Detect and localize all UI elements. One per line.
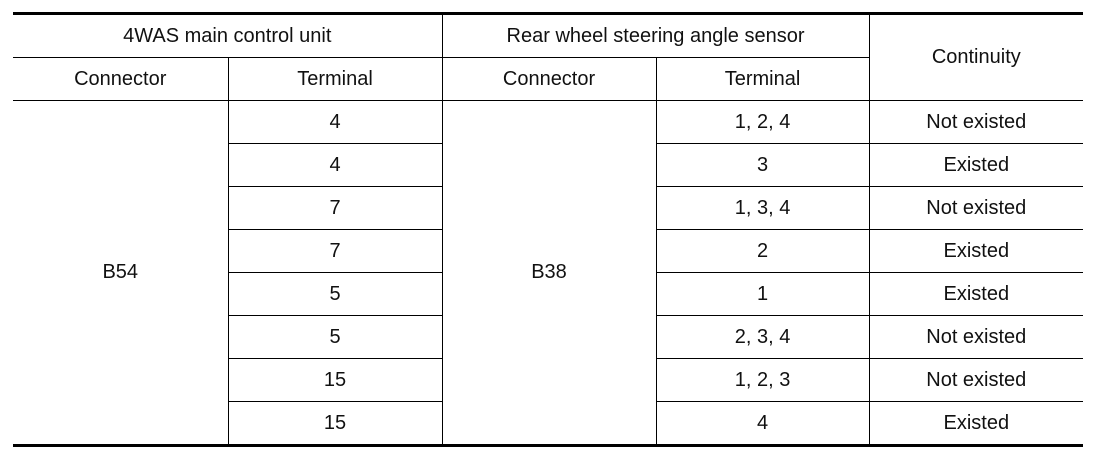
cell: 3 — [655, 143, 870, 187]
column-header: Continuity — [868, 13, 1084, 101]
cell: 2 — [655, 229, 870, 273]
group-header: 4WAS main control unit — [13, 13, 443, 58]
cell: Existed — [868, 229, 1084, 273]
cell: 2, 3, 4 — [655, 315, 870, 359]
cell: 1 — [655, 272, 870, 316]
cell: 5 — [227, 272, 443, 316]
continuity-table: 4WAS main control unit Rear wheel steeri… — [13, 12, 1084, 447]
data-row: 15 1, 2, 3 Not existed — [13, 358, 1084, 402]
cell: Not existed — [868, 358, 1084, 402]
cell: Not existed — [868, 100, 1084, 144]
cell: 1, 3, 4 — [655, 186, 870, 230]
column-header: Terminal — [227, 57, 443, 101]
data-row: 5 2, 3, 4 Not existed — [13, 315, 1084, 359]
data-row: 15 4 Existed — [13, 401, 1084, 446]
cell: 5 — [227, 315, 443, 359]
column-header: Terminal — [655, 57, 870, 101]
cell: 1, 2, 4 — [655, 100, 870, 144]
cell: 15 — [227, 401, 443, 446]
cell: 15 — [227, 358, 443, 402]
column-header: Connector — [13, 57, 229, 101]
data-row: 7 2 Existed — [13, 229, 1084, 273]
cell: B38 — [441, 100, 657, 446]
header-row: 4WAS main control unit Rear wheel steeri… — [13, 13, 1084, 101]
table-body: 4WAS main control unit Rear wheel steeri… — [13, 13, 1084, 446]
cell: B54 — [13, 100, 229, 446]
cell: 4 — [227, 143, 443, 187]
cell: 1, 2, 3 — [655, 358, 870, 402]
cell: Existed — [868, 143, 1084, 187]
group-header: Rear wheel steering angle sensor — [441, 13, 870, 58]
column-header: Connector — [441, 57, 657, 101]
cell: 4 — [655, 401, 870, 446]
data-row: 5 1 Existed — [13, 272, 1084, 316]
cell: 7 — [227, 229, 443, 273]
cell: Not existed — [868, 315, 1084, 359]
cell: 4 — [227, 100, 443, 144]
cell: Existed — [868, 401, 1084, 446]
cell: Existed — [868, 272, 1084, 316]
data-row: B54 4 B38 1, 2, 4 Not existed — [13, 100, 1084, 446]
cell: 7 — [227, 186, 443, 230]
data-row: 7 1, 3, 4 Not existed — [13, 186, 1084, 230]
cell: Not existed — [868, 186, 1084, 230]
